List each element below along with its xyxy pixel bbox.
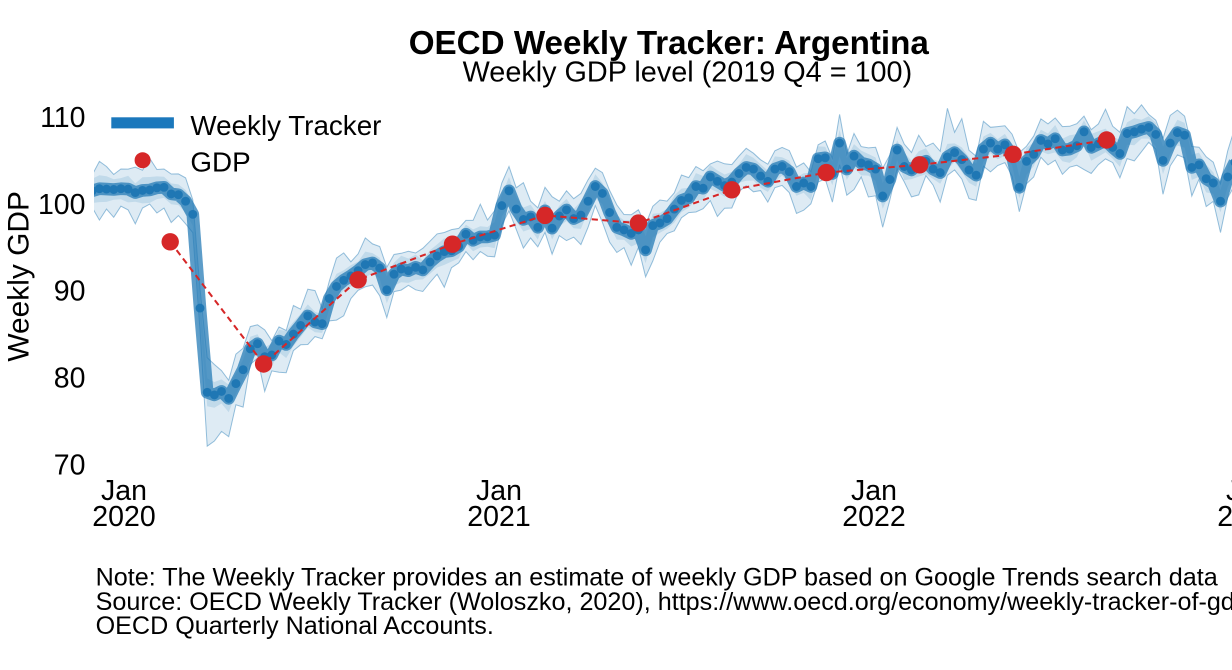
- svg-text:GDP: GDP: [190, 147, 250, 178]
- svg-text:Weekly GDP: Weekly GDP: [2, 191, 35, 362]
- svg-text:Weekly Tracker: Weekly Tracker: [190, 110, 381, 141]
- svg-text:Jan: Jan: [476, 475, 522, 507]
- svg-text:100: 100: [38, 189, 86, 221]
- svg-text:80: 80: [54, 363, 86, 395]
- svg-text:70: 70: [54, 449, 86, 481]
- svg-text:Jan: Jan: [851, 475, 897, 507]
- svg-text:2020: 2020: [92, 501, 155, 533]
- svg-text:2023: 2023: [1217, 501, 1232, 533]
- svg-text:OECD Quarterly National Accoun: OECD Quarterly National Accounts.: [96, 612, 494, 640]
- svg-text:110: 110: [40, 102, 85, 134]
- svg-text:2021: 2021: [467, 501, 530, 533]
- svg-text:Source: OECD Weekly Tracker (W: Source: OECD Weekly Tracker (Woloszko, 2…: [96, 588, 1232, 616]
- svg-text:90: 90: [54, 276, 86, 308]
- svg-text:Note: The Weekly Tracker provi: Note: The Weekly Tracker provides an est…: [96, 563, 1218, 591]
- svg-text:OECD Weekly Tracker: Argentina: OECD Weekly Tracker: Argentina: [409, 25, 930, 62]
- svg-text:2022: 2022: [842, 501, 905, 533]
- svg-text:Weekly GDP level (2019 Q4 = 10: Weekly GDP level (2019 Q4 = 100): [463, 57, 913, 89]
- svg-text:Jan: Jan: [1226, 475, 1232, 507]
- svg-text:Jan: Jan: [101, 475, 147, 507]
